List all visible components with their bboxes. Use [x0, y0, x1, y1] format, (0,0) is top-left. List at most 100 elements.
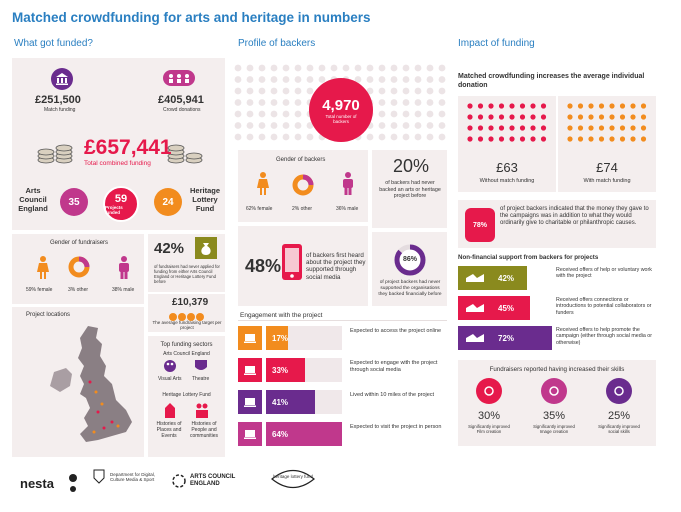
total-label: Total combined funding [84, 160, 151, 167]
social-pct: 48% [245, 256, 282, 276]
skill-pct: 30% [477, 410, 501, 422]
social-panel [238, 226, 368, 306]
uk-map [40, 322, 140, 457]
backers-total-label: Total number of backers [325, 113, 357, 124]
with-people-grid [566, 102, 650, 151]
backer-female: 62% female [246, 206, 273, 212]
skill-text: Significantly improved Film creation [468, 424, 510, 434]
backer-female-icon [256, 172, 270, 201]
histories-places-label: Histories of Places and Events [156, 421, 182, 439]
donation-title: Matched crowdfunding increases the avera… [458, 73, 645, 89]
skill-pct: 35% [542, 410, 566, 422]
phone-social-icon [238, 358, 262, 382]
never-backed-pct: 20% [393, 156, 430, 176]
visual-arts-label: Visual Arts [158, 376, 182, 382]
skill-text: Significantly improved Image creation [533, 424, 575, 434]
hlf-count-circle: 24 [154, 188, 182, 216]
home-icon [238, 390, 262, 414]
nonfin-text: Received offers of help or voluntary wor… [556, 267, 652, 280]
backers-total-panel [232, 62, 447, 144]
total-amount: £657,441 [84, 136, 172, 159]
never-backed-panel [372, 150, 447, 228]
applied-text: of fundraisers had never applied for fun… [154, 264, 220, 284]
without-panel [458, 96, 556, 192]
ace-logo-text: ARTS COUNCIL ENGLAND [190, 474, 236, 487]
handshake-icon [458, 296, 492, 320]
backer-gender-title: Gender of backers [276, 157, 326, 163]
male-icon [118, 256, 130, 285]
backers-total-circle: 4,970 Total number of backers [309, 78, 373, 142]
skill-pct: 25% [607, 410, 631, 422]
histories-people-label: Histories of People and communities [189, 421, 219, 439]
backer-male-icon [342, 172, 354, 201]
nonfin-bar: 72% [492, 326, 552, 350]
with-panel [558, 96, 656, 192]
page-title: Matched crowdfunding for arts and herita… [12, 10, 371, 25]
theatre-icon [194, 359, 208, 378]
engagement-bar: 41% [266, 390, 315, 414]
without-amount: £63 [496, 160, 518, 175]
money-bag-icon [195, 237, 217, 264]
backers-total: 4,970 [322, 96, 360, 114]
avg-target-panel [148, 294, 225, 332]
avg-target: £10,379 [172, 297, 209, 308]
engagement-bar: 33% [266, 358, 305, 382]
projects-circle: 59 Projects funded [103, 186, 139, 222]
sectors-ace: Arts Council England [163, 351, 210, 357]
nesta-mark-icon [66, 472, 80, 499]
female-icon [36, 256, 50, 285]
ace-logo-icon [172, 474, 186, 493]
applied-pct: 42% [154, 240, 185, 257]
laptop-icon [238, 326, 262, 350]
without-people-grid [466, 102, 550, 151]
fundraiser-other: 3% other [68, 287, 89, 293]
match-amount: £251,500 [35, 94, 81, 106]
with-amount: £74 [596, 160, 618, 175]
never-supported-donut [393, 243, 427, 282]
engagement-bar: 17% [266, 326, 288, 350]
theatre-label: Theatre [192, 376, 210, 382]
nesta-logo-text: nesta [20, 476, 54, 491]
person-icon [238, 422, 262, 446]
sectors-hlf: Heritage Lottery Fund [162, 392, 211, 398]
ace-label: Arts Council England [18, 186, 48, 213]
engagement-text: Lived within 10 miles of the project [350, 392, 435, 398]
section-heading-impact: Impact of funding [458, 38, 535, 49]
film-icon [476, 378, 502, 404]
never-supported-pct: 86% [402, 256, 417, 263]
section-heading-backers: Profile of backers [238, 38, 316, 49]
hlf-logo-text: heritage lottery fund [273, 474, 313, 479]
section-heading-funded: What got funded? [14, 38, 93, 49]
without-label: Without match funding [479, 178, 535, 184]
phone-icon [282, 244, 302, 280]
histories-places-icon [163, 402, 177, 423]
histories-people-icon [194, 402, 210, 423]
skill-text: Significantly improved social skills [598, 424, 640, 434]
never-supported-text: of project backers had never supported t… [378, 280, 442, 297]
avg-target-label: The average fundraising target per proje… [152, 320, 222, 330]
engagement-text: Expected to visit the project in person [350, 424, 442, 430]
sectors-panel [148, 336, 225, 457]
engagement-text: Expected to engage with the project thro… [350, 360, 438, 373]
nonfin-bar: 42% [492, 266, 527, 290]
coins-icon [36, 140, 76, 166]
dcms-logo-text: Department for Digital, Culture Media & … [110, 472, 156, 483]
match-label: Match funding [44, 107, 76, 113]
projects-label: Projects funded [105, 205, 123, 215]
ace-count-circle: 35 [60, 188, 88, 216]
never-backed-text: of backers had never backed an arts or h… [379, 180, 441, 199]
projects-count: 59 [114, 193, 128, 205]
backer-male: 36% male [336, 206, 359, 212]
hlf-logo-icon [268, 466, 318, 497]
fundraiser-male: 38% male [112, 287, 135, 293]
backer-other: 2% other [292, 206, 313, 212]
crowd-icon [163, 68, 195, 88]
nesta-logo: nesta [20, 476, 54, 491]
nonfin-text: Received offers to help promote the camp… [556, 327, 652, 346]
sectors-title: Top funding sectors [160, 342, 213, 348]
social-text: of backers first heard about the project… [306, 252, 366, 281]
with-label: With match funding [583, 178, 631, 184]
coins-icon-right [166, 140, 206, 166]
help-hands-icon [458, 266, 492, 290]
nonfin-text: Received offers connections or introduct… [556, 297, 652, 316]
